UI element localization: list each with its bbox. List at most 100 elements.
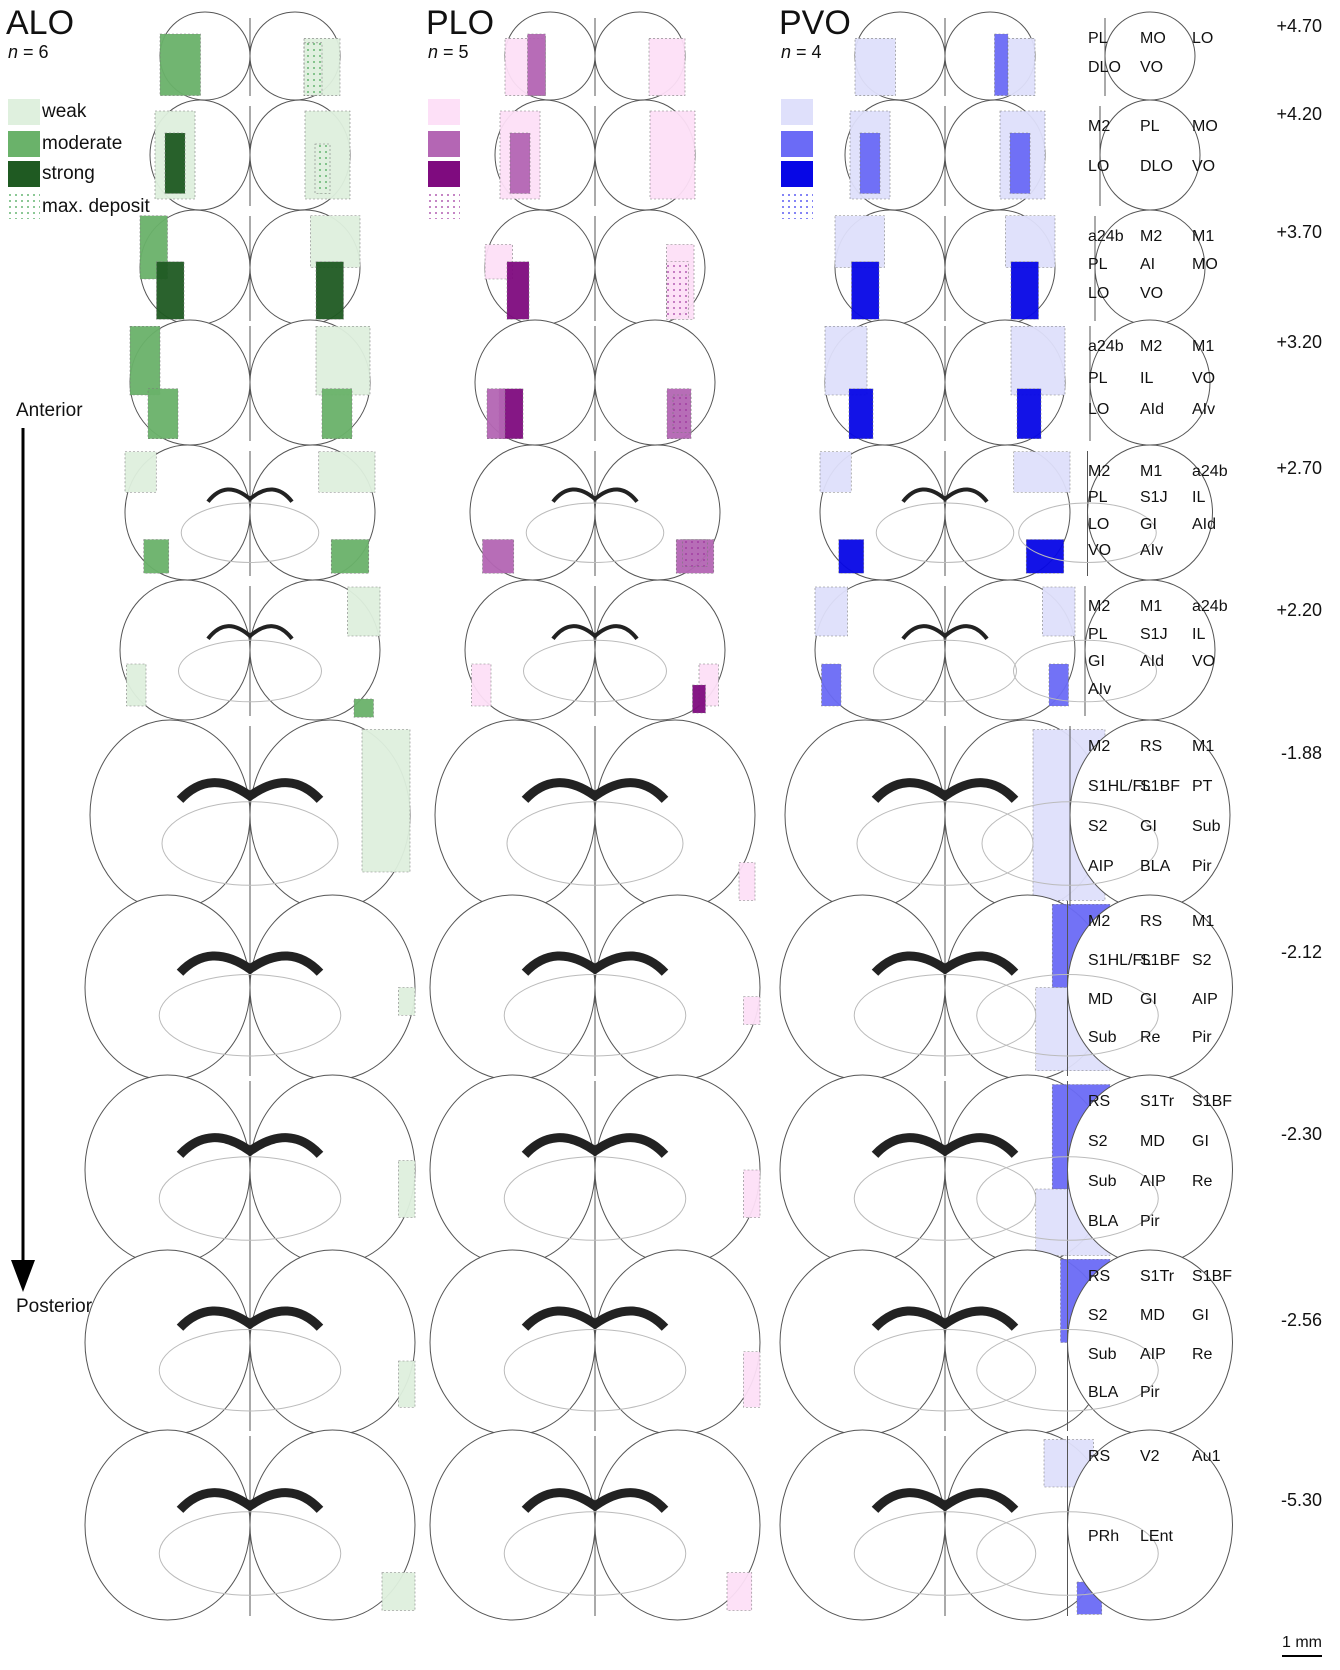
legend-swatch-max-deposit [8, 193, 40, 219]
brain-section [814, 579, 1076, 721]
scale-bar-label: 1 mm [1282, 1634, 1322, 1651]
brain-section [504, 11, 686, 101]
region-label: V2 [1140, 1448, 1160, 1465]
legend-label-max-deposit: max. deposit [42, 196, 150, 217]
region-label: Re [1192, 1345, 1213, 1363]
region-label: PL [1088, 489, 1108, 507]
region-label: MD [1088, 990, 1113, 1008]
column-n-alo: n = 6 [8, 42, 49, 62]
region-label: Pir [1192, 858, 1212, 875]
section-coord: -5.30 [1280, 1490, 1322, 1510]
region-label: S1BF [1192, 1268, 1233, 1285]
region-label: VO [1088, 541, 1112, 559]
region-label: Sub [1192, 818, 1221, 835]
region-label: M1 [1140, 598, 1163, 615]
region-label: RS [1140, 738, 1163, 755]
brain-section [976, 1429, 1233, 1621]
legend-label-moderate: moderate [42, 133, 123, 154]
region-label: RS [1088, 1093, 1111, 1110]
region-label: Sub [1088, 1173, 1117, 1190]
brain-section [981, 719, 1231, 911]
region-label: S1HL/FL [1088, 778, 1152, 795]
region-label: M1 [1192, 738, 1215, 755]
region-label: M2 [1088, 463, 1111, 480]
brain-section [1094, 209, 1206, 326]
brain-section [1013, 579, 1216, 721]
region-label: LEnt [1140, 1528, 1173, 1545]
brain-section [139, 209, 361, 326]
section-coord: +3.20 [1276, 332, 1322, 352]
brain-section [779, 1429, 1111, 1621]
n-symbol: n [428, 42, 439, 62]
region-label: VO [1192, 369, 1216, 387]
brain-section [84, 1249, 416, 1436]
region-label: Re [1140, 1029, 1161, 1047]
brain-section [976, 1074, 1233, 1266]
region-label: AId [1192, 515, 1217, 533]
legend-swatch-pvo-strong [781, 161, 813, 187]
legend-label-weak: weak [42, 101, 87, 122]
region-label: M2 [1088, 598, 1111, 615]
legend-swatch-pvo-weak [781, 99, 813, 125]
brain-section [779, 1074, 1111, 1266]
region-label: Pir [1140, 1213, 1160, 1230]
region-label: AId [1140, 653, 1165, 670]
region-label: BLA [1088, 1384, 1119, 1402]
region-label: M2 [1140, 338, 1163, 355]
region-label: a24b [1088, 228, 1124, 245]
brain-section [429, 1074, 761, 1266]
region-label: LO [1088, 284, 1110, 302]
column-title-alo: ALO [6, 4, 75, 42]
region-label: S1Tr [1140, 1093, 1175, 1110]
region-label: MO [1140, 30, 1166, 47]
brain-section [84, 1074, 416, 1266]
brain-section [474, 319, 716, 446]
column-title-pvo: PVO [779, 4, 851, 42]
region-label: Au1 [1192, 1448, 1221, 1465]
anterior-posterior-arrow [11, 428, 35, 1292]
region-label: AIv [1192, 401, 1216, 419]
section-coord: +2.70 [1276, 458, 1322, 478]
brain-section [464, 579, 726, 721]
legend-swatch-plo-max-deposit [428, 193, 460, 219]
section-coord: -2.12 [1280, 942, 1322, 962]
brain-section [1099, 99, 1201, 211]
region-label: AIP [1140, 1173, 1166, 1190]
brain-section [1104, 11, 1196, 101]
region-label: VO [1192, 653, 1216, 670]
region-label: PRh [1088, 1528, 1120, 1545]
region-label: M2 [1088, 913, 1111, 930]
section-coord: +2.20 [1276, 600, 1322, 620]
n-symbol: n [8, 42, 19, 62]
region-label: MO [1192, 256, 1218, 274]
region-label: LO [1088, 515, 1110, 533]
region-label: S1J [1140, 625, 1168, 643]
legend-swatch-weak [8, 99, 40, 125]
region-label: GI [1192, 1306, 1209, 1324]
brain-section [429, 894, 761, 1081]
posterior-label: Posterior [16, 1296, 93, 1317]
region-label: RS [1088, 1268, 1111, 1285]
region-label: BLA [1140, 858, 1171, 875]
region-label: AIP [1088, 858, 1114, 875]
region-label: a24b [1192, 598, 1228, 615]
brain-section [429, 1249, 761, 1436]
brain-section [976, 1249, 1233, 1436]
section-coord: +4.70 [1276, 16, 1322, 36]
region-label: M2 [1140, 228, 1163, 245]
region-label: S1BF [1192, 1093, 1233, 1110]
region-label: IL [1140, 369, 1154, 387]
n-value-pvo: 4 [811, 42, 822, 62]
region-label: GI [1140, 515, 1157, 533]
region-label: PL [1088, 30, 1108, 47]
legend-swatch-moderate [8, 131, 40, 157]
region-label: S2 [1192, 951, 1212, 969]
legend-swatch-pvo-moderate [781, 131, 813, 157]
region-label: MD [1140, 1133, 1165, 1150]
region-label: PL [1088, 256, 1108, 274]
brain-section [1018, 444, 1213, 581]
region-label: a24b [1192, 463, 1228, 480]
region-label: MD [1140, 1306, 1165, 1324]
region-label: MO [1192, 118, 1218, 135]
region-label: M2 [1088, 118, 1111, 135]
